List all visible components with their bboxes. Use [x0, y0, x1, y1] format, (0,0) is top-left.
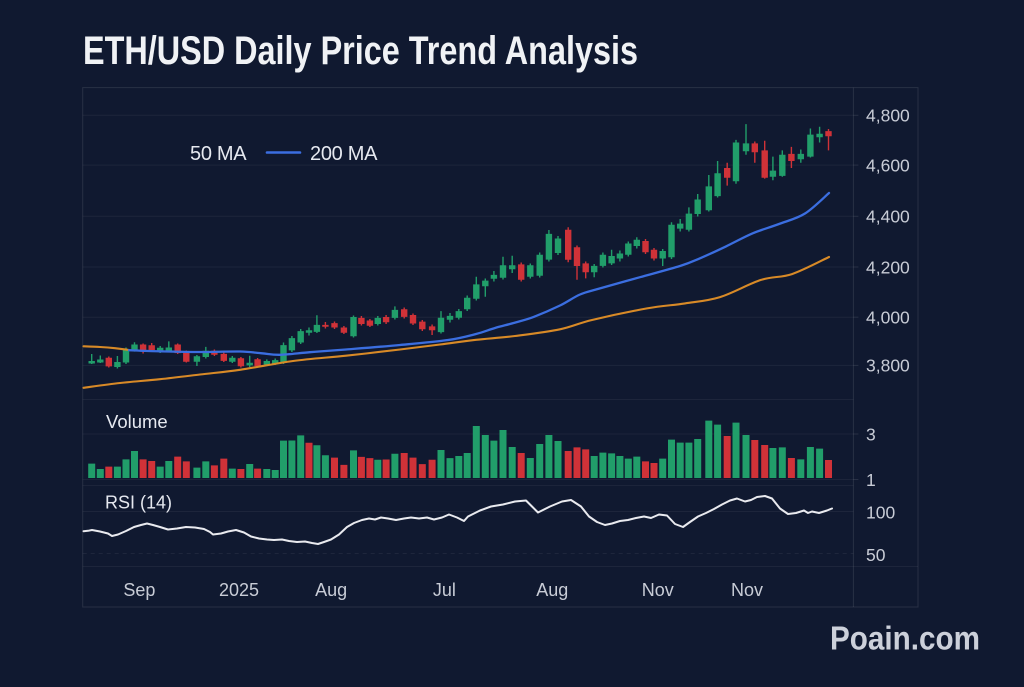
- svg-text:4,800: 4,800: [866, 106, 910, 126]
- svg-text:Sep: Sep: [123, 580, 155, 600]
- svg-text:2025: 2025: [219, 580, 259, 600]
- svg-text:200 MA: 200 MA: [310, 143, 378, 165]
- svg-text:50 MA: 50 MA: [190, 143, 247, 165]
- svg-text:Poain.com: Poain.com: [830, 620, 980, 657]
- svg-text:3: 3: [866, 424, 876, 444]
- svg-text:Aug: Aug: [536, 580, 568, 600]
- svg-text:4,200: 4,200: [866, 257, 910, 277]
- svg-text:Jul: Jul: [433, 580, 456, 600]
- svg-text:3,800: 3,800: [866, 356, 910, 376]
- svg-text:4,000: 4,000: [866, 308, 910, 328]
- svg-text:Aug: Aug: [315, 580, 347, 600]
- svg-text:4,400: 4,400: [866, 207, 910, 227]
- svg-text:Nov: Nov: [642, 580, 674, 600]
- svg-text:100: 100: [866, 503, 895, 523]
- svg-text:Volume: Volume: [106, 411, 168, 432]
- svg-text:RSI (14): RSI (14): [105, 493, 172, 513]
- svg-text:1: 1: [866, 470, 876, 490]
- svg-text:50: 50: [866, 545, 886, 565]
- svg-text:Nov: Nov: [731, 580, 763, 600]
- svg-text:4,600: 4,600: [866, 155, 910, 175]
- svg-text:ETH/USD Daily Price Trend Anal: ETH/USD Daily Price Trend Analysis: [83, 29, 638, 73]
